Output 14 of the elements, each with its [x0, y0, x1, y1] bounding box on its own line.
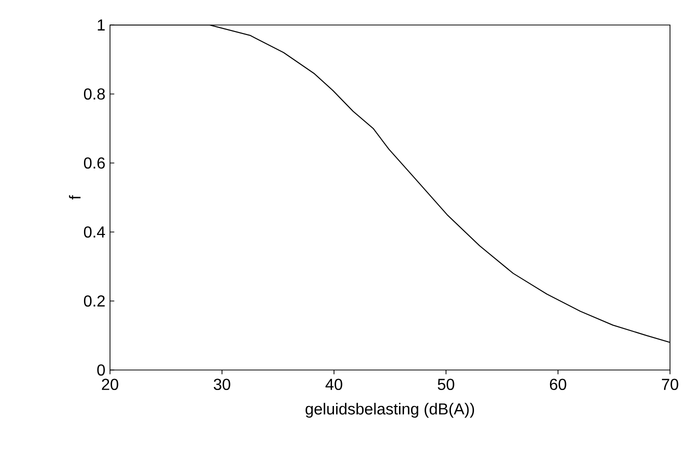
y-tick-label: 0.6	[84, 157, 105, 169]
y-tick-label: 0.2	[84, 295, 105, 307]
y-tick-label: 0.8	[84, 88, 105, 100]
x-tick-label: 50	[438, 378, 454, 390]
x-tick-label: 30	[214, 378, 230, 390]
x-tick-label: 40	[326, 378, 342, 390]
x-tick-label: 20	[102, 378, 118, 390]
y-tick-label: 0.4	[84, 226, 106, 238]
x-tick-label: 70	[662, 378, 678, 390]
y-tick-label: 0	[97, 364, 105, 376]
x-axis-title: geluidsbelasting (dB(A))	[306, 402, 474, 418]
y-axis-title: f	[68, 195, 80, 200]
x-tick-label: 60	[550, 378, 566, 390]
y-tick-label: 1	[98, 20, 105, 30]
